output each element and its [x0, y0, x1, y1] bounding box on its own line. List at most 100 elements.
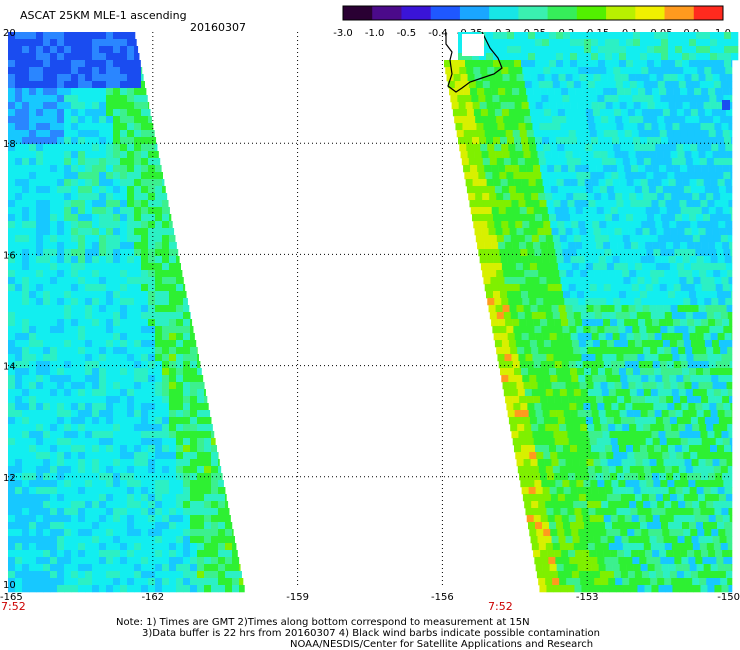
swath-cell: [113, 102, 121, 110]
swath-cell: [613, 375, 621, 383]
swath-cell: [50, 95, 58, 103]
swath-cell: [632, 403, 640, 411]
swath-cell: [528, 137, 536, 145]
swath-cell: [730, 95, 733, 103]
swath-cell: [520, 326, 528, 334]
swath-cell: [190, 326, 194, 334]
swath-cell: [511, 431, 519, 439]
swath-cell: [169, 515, 177, 523]
swath-cell: [496, 193, 504, 201]
swath-cell: [678, 193, 686, 201]
swath-cell: [29, 151, 37, 159]
swath-cell: [604, 326, 612, 334]
swath-cell: [183, 431, 191, 439]
swath-cell: [64, 39, 72, 47]
swath-cell: [683, 263, 692, 271]
swath-cell: [673, 165, 681, 173]
swath-cell: [674, 172, 682, 180]
swath-cell: [521, 53, 529, 61]
swath-cell: [183, 508, 191, 516]
swath-cell: [659, 550, 667, 558]
swath-cell: [677, 74, 685, 82]
swath-cell: [43, 347, 51, 355]
swath-cell: [190, 410, 198, 418]
swath-cell: [699, 312, 708, 320]
swath-cell: [134, 221, 142, 229]
swath-cell: [78, 151, 86, 159]
swath-cell: [552, 578, 560, 586]
swath-cell: [141, 410, 149, 418]
swath-cell: [530, 305, 538, 313]
swath-cell: [92, 319, 100, 327]
swath-cell: [588, 431, 596, 439]
swath-cell: [551, 382, 559, 390]
swath-cell: [662, 109, 671, 117]
swath-cell: [622, 466, 631, 474]
swath-cell: [127, 424, 135, 432]
swath-cell: [29, 165, 37, 173]
swath-cell: [627, 529, 635, 537]
swath-cell: [593, 74, 601, 82]
swath-cell: [85, 249, 93, 257]
swath-cell: [610, 515, 619, 523]
swath-cell: [653, 326, 661, 334]
swath-cell: [514, 32, 522, 40]
swath-cell: [50, 452, 58, 460]
swath-cell: [654, 32, 662, 40]
swath-cell: [674, 557, 682, 565]
swath-cell: [669, 298, 677, 306]
swath-cell: [556, 333, 564, 341]
swath-cell: [730, 326, 733, 334]
swath-cell: [155, 424, 163, 432]
swath-cell: [549, 368, 557, 376]
swath-cell: [22, 382, 30, 390]
swath-cell: [678, 543, 687, 551]
swath-cell: [134, 326, 142, 334]
swath-cell: [606, 340, 615, 348]
swath-cell: [113, 123, 121, 131]
swath-cell: [127, 529, 135, 537]
swath-cell: [197, 396, 205, 404]
swath-cell: [605, 445, 613, 453]
swath-cell: [673, 361, 682, 369]
swath-cell: [616, 585, 624, 593]
swath-cell: [15, 459, 23, 467]
swath-cell: [127, 60, 135, 68]
swath-cell: [718, 221, 726, 229]
swath-cell: [232, 543, 237, 551]
swath-cell: [501, 375, 509, 383]
swath-cell: [8, 88, 16, 96]
swath-cell: [521, 368, 529, 376]
swath-cell: [598, 39, 606, 47]
swath-cell: [127, 361, 135, 369]
swath-cell: [617, 165, 625, 173]
swath-cell: [36, 389, 44, 397]
swath-cell: [586, 74, 594, 82]
swath-cell: [626, 39, 634, 47]
swath-cell: [127, 459, 135, 467]
swath-cell: [57, 193, 65, 201]
swath-cell: [531, 424, 539, 432]
swath-cell: [650, 312, 659, 320]
swath-cell: [666, 473, 674, 481]
swath-cell: [551, 536, 559, 544]
swath-cell: [57, 417, 65, 425]
swath-cell: [71, 277, 79, 285]
swath-cell: [92, 221, 100, 229]
swath-cell: [622, 81, 631, 89]
swath-cell: [36, 172, 44, 180]
swath-cell: [676, 452, 684, 460]
swath-cell: [690, 298, 698, 306]
swath-cell: [113, 151, 121, 159]
swath-cell: [15, 81, 23, 89]
swath-cell: [447, 81, 456, 89]
swath-cell: [99, 389, 107, 397]
swath-cell: [663, 228, 671, 236]
swath-cell: [204, 396, 208, 404]
swath-cell: [711, 109, 720, 117]
swath-cell: [78, 354, 86, 362]
swath-cell: [516, 74, 524, 82]
swath-cell: [92, 46, 100, 54]
swath-cell: [134, 312, 142, 320]
swath-cell: [120, 32, 128, 40]
